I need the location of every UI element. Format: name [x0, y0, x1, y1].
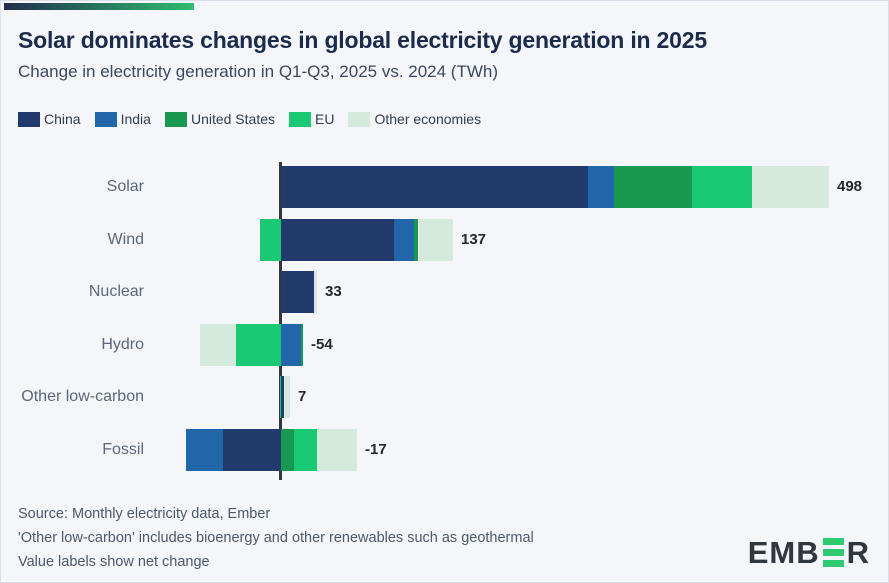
chart-subtitle: Change in electricity generation in Q1-Q…: [18, 62, 499, 81]
bar-segment-eu: [692, 166, 752, 208]
footnote-line: Value labels show net change: [18, 554, 210, 570]
bar-segment-china: [281, 219, 395, 261]
legend-item-other-economies: Other economies: [348, 111, 481, 127]
bar-segment-eu: [294, 429, 318, 471]
legend-swatch-other-economies: [348, 111, 371, 127]
legend-item-eu: EU: [289, 111, 334, 127]
category-label-solar: Solar: [106, 178, 144, 195]
ember-logo: EMB R: [748, 537, 870, 568]
footnotes: Source: Monthly electricity data, Ember '…: [18, 502, 534, 574]
bar-segment-china: [281, 166, 588, 208]
bar-segment-eu: [235, 324, 281, 366]
value-label-wind: 137: [461, 231, 487, 248]
legend-swatch-eu: [289, 111, 312, 127]
legend-item-united-states: United States: [164, 111, 276, 127]
value-label-fossil: -17: [365, 441, 387, 458]
bar-segment-united-states: [300, 324, 303, 366]
legend-swatch-india: [94, 111, 117, 127]
legend-item-india: India: [94, 111, 151, 127]
value-label-solar: 498: [837, 178, 863, 195]
bar-segment-united-states: [614, 166, 693, 208]
zero-axis-line: [279, 162, 282, 480]
bar-segment-united-states: [281, 429, 295, 471]
bar-segment-eu: [260, 219, 281, 261]
value-label-hydro: -54: [311, 336, 333, 353]
category-label-nuclear: Nuclear: [88, 283, 144, 300]
legend-item-china: China: [18, 111, 81, 127]
chart-title: Solar dominates changes in global electr…: [18, 27, 707, 53]
logo-e-bars-icon: [822, 538, 844, 567]
bar-segment-china: [281, 376, 285, 418]
bar-segment-other-economies: [751, 166, 829, 208]
legend-swatch-china: [18, 111, 40, 127]
logo-text-r: R: [846, 535, 870, 570]
footnote-line: 'Other low-carbon' includes bioenergy an…: [18, 530, 534, 546]
category-label-hydro: Hydro: [101, 336, 144, 353]
legend-label: China: [44, 111, 81, 127]
legend-label: United States: [190, 111, 276, 127]
bar-segment-other-economies: [418, 219, 453, 261]
category-label-other-low-carbon: Other low-carbon: [21, 388, 144, 405]
bar-segment-china: [281, 271, 314, 313]
bar-segment-india: [394, 219, 415, 261]
bar-segment-india: [281, 324, 301, 366]
bar-segment-eu: [279, 376, 281, 418]
footnote-line: Source: Monthly electricity data, Ember: [18, 506, 271, 522]
bar-segment-other-economies: [199, 324, 236, 366]
legend-label: Other economies: [374, 111, 482, 127]
bar-segment-india: [186, 429, 223, 471]
bar-segment-other-economies: [317, 429, 357, 471]
category-label-wind: Wind: [107, 231, 144, 248]
legend-label: EU: [315, 111, 335, 127]
bar-segment-china: [222, 429, 281, 471]
bar-segment-united-states: [414, 219, 419, 261]
logo-text-emb: EMB: [747, 535, 820, 570]
bar-segment-other-economies: [284, 376, 290, 418]
legend-swatch-united-states: [164, 111, 187, 127]
bar-segment-other-economies: [314, 271, 318, 313]
value-label-other-low-carbon: 7: [298, 388, 307, 405]
bar-segment-india: [587, 166, 615, 208]
legend-label: India: [120, 111, 151, 127]
value-label-nuclear: 33: [325, 283, 342, 300]
category-label-fossil: Fossil: [102, 441, 144, 458]
brand-gradient-strip: [4, 3, 194, 10]
legend: China India United States EU Other economies: [18, 111, 481, 127]
